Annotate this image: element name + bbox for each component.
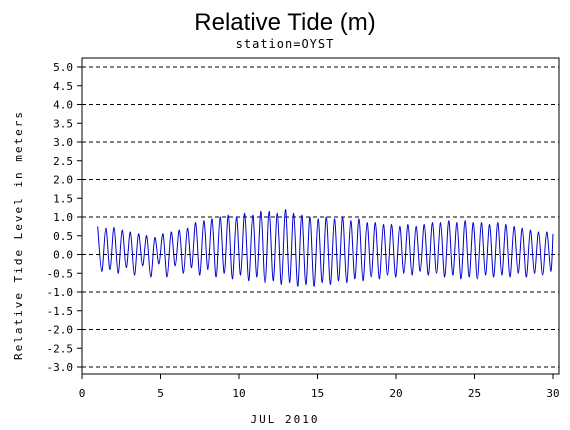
x-tick-label-2: 10 bbox=[232, 387, 245, 400]
y-tick-label-1: 4.5 bbox=[53, 80, 73, 93]
tide-series-line-0 bbox=[97, 208, 554, 287]
plot-frame bbox=[81, 57, 560, 375]
y-tick-label-16: -3.0 bbox=[47, 361, 74, 374]
y-axis-label: Relative Tide Level in meters bbox=[12, 110, 25, 360]
y-tick-label-14: -2.0 bbox=[47, 324, 74, 337]
y-tick-label-8: 1.0 bbox=[53, 211, 73, 224]
y-tick-label-11: -0.5 bbox=[47, 267, 74, 280]
series-layer bbox=[97, 208, 554, 287]
x-tick-label-3: 15 bbox=[311, 387, 324, 400]
y-axis-ticks: 5.0 4.5 4.0 3.5 3.0 2.5 2.0 1.5 1.0 0.5 0.0 -0.5 -1.… bbox=[47, 61, 82, 374]
y-tick-label-15: -2.5 bbox=[47, 342, 74, 355]
y-tick-label-4: 3.0 bbox=[53, 136, 73, 149]
x-tick-label-6: 30 bbox=[546, 387, 559, 400]
x-tick-label-4: 20 bbox=[389, 387, 402, 400]
y-tick-label-3: 3.5 bbox=[53, 117, 73, 130]
y-tick-label-12: -1.0 bbox=[47, 286, 74, 299]
chart-title: Relative Tide (m) bbox=[194, 9, 375, 36]
x-tick-label-0: 0 bbox=[79, 387, 86, 400]
y-tick-label-0: 5.0 bbox=[53, 61, 73, 74]
y-tick-label-2: 4.0 bbox=[53, 99, 73, 112]
x-axis-label: JUL 2010 bbox=[251, 413, 320, 426]
chart-subtitle: station=OYST bbox=[236, 37, 335, 51]
y-tick-label-5: 2.5 bbox=[53, 155, 73, 168]
x-axis-ticks: 0 5 10 15 20 25 30 bbox=[79, 374, 560, 400]
x-tick-label-5: 25 bbox=[468, 387, 481, 400]
y-tick-label-13: -1.5 bbox=[47, 305, 74, 318]
y-tick-label-10: 0.0 bbox=[53, 249, 73, 262]
y-tick-label-6: 2.0 bbox=[53, 174, 73, 187]
y-tick-label-9: 0.5 bbox=[53, 230, 73, 243]
x-tick-label-1: 5 bbox=[157, 387, 164, 400]
y-tick-label-7: 1.5 bbox=[53, 192, 73, 205]
gridlines bbox=[82, 66, 559, 368]
